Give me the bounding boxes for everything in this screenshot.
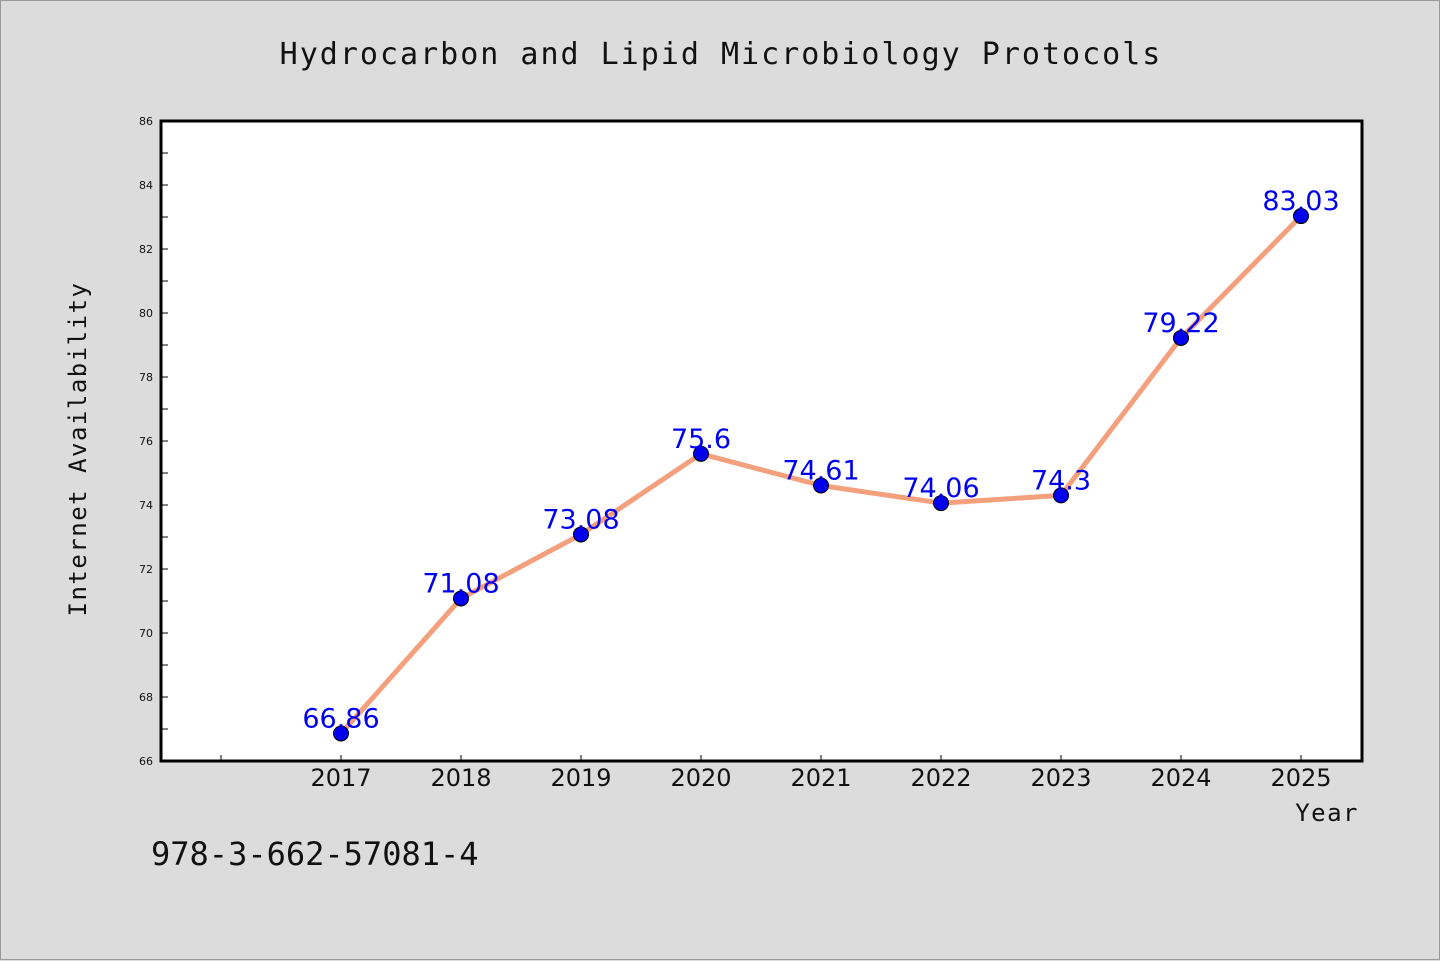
data-label: 73.08	[542, 504, 619, 535]
y-tick-label: 70	[139, 627, 153, 640]
data-label: 74.3	[1031, 465, 1091, 496]
y-tick-label: 72	[139, 563, 153, 576]
data-point	[333, 725, 349, 742]
y-tick-label: 68	[139, 691, 153, 704]
data-label: 74.06	[902, 473, 979, 504]
y-tick-label: 66	[139, 755, 153, 768]
data-label: 83.03	[1262, 186, 1339, 217]
x-axis-label: Year	[1295, 799, 1359, 827]
x-tick-label: 2022	[910, 764, 971, 792]
x-axis: 2017 2018 2019 2020 2021 2022 2023 2024 2025	[220, 755, 1332, 792]
y-tick-label: 80	[139, 307, 153, 320]
x-tick-label: 2020	[670, 764, 731, 792]
plot-area	[159, 119, 1364, 763]
chart-title: Hydrocarbon and Lipid Microbiology Proto…	[280, 37, 1163, 72]
y-axis-label: Internet Availability	[64, 282, 92, 617]
y-tick-label: 78	[139, 371, 153, 384]
data-point	[453, 590, 469, 607]
data-label: 79.22	[1142, 308, 1219, 339]
y-axis: 66 68 70 72 74 76 78 80 82 84 86	[139, 115, 168, 768]
series-layer: 66.86 71.08 73.08 75.6 74.61 74.06 74.3 79.22 83…	[302, 186, 1340, 742]
y-tick-label: 84	[139, 179, 153, 192]
x-tick-label: 2023	[1030, 764, 1091, 792]
x-tick-label: 2021	[790, 764, 851, 792]
data-point	[933, 495, 949, 512]
data-point	[1053, 487, 1069, 504]
data-point	[1173, 329, 1189, 346]
x-tick-label: 2024	[1150, 764, 1211, 792]
x-tick-label: 2018	[430, 764, 491, 792]
y-tick-label: 82	[139, 243, 153, 256]
data-label: 74.61	[782, 455, 859, 486]
x-tick-label: 2019	[550, 764, 611, 792]
data-label: 71.08	[422, 568, 499, 599]
data-point	[813, 477, 829, 494]
data-point	[573, 526, 589, 543]
data-label: 75.6	[671, 424, 731, 455]
data-point	[1293, 208, 1309, 225]
y-tick-label: 76	[139, 435, 153, 448]
x-tick-label: 2017	[310, 764, 371, 792]
isbn-footnote: 978-3-662-57081-4	[151, 835, 479, 873]
data-point	[693, 445, 709, 462]
x-tick-label: 2025	[1270, 764, 1331, 792]
data-label: 66.86	[302, 703, 379, 734]
y-tick-label: 74	[139, 499, 153, 512]
y-tick-label: 86	[139, 115, 153, 128]
